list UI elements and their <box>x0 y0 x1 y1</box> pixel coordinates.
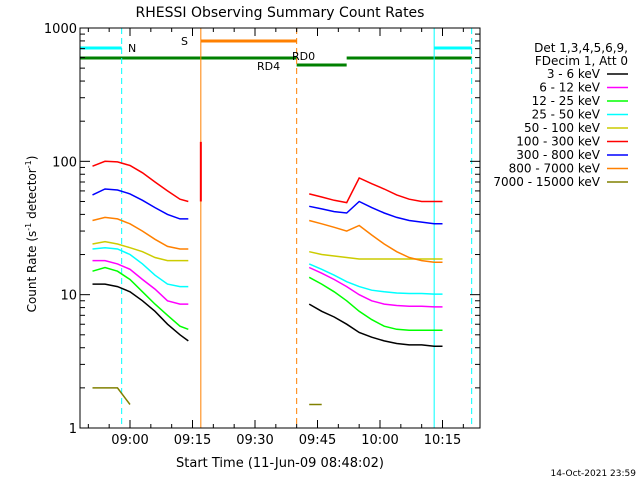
series-line <box>92 188 189 220</box>
series-line <box>92 240 189 262</box>
y-label-sup1: -1 <box>24 223 33 231</box>
y-tick-label: 10 <box>60 289 77 304</box>
annotation-saa: S <box>181 35 188 48</box>
legend-label: 3 - 6 keV <box>547 67 601 81</box>
series-line <box>92 216 189 250</box>
series-line <box>308 266 443 308</box>
series-line <box>92 387 131 405</box>
x-tick-label: 10:15 <box>424 433 461 448</box>
series-line <box>92 283 189 342</box>
legend-label: 6 - 12 keV <box>539 81 601 95</box>
series-line <box>309 177 443 204</box>
y-label-mid: detector <box>25 168 39 223</box>
interval-bars <box>80 39 472 67</box>
x-axis-label: Start Time (11-Jun-09 08:48:02) <box>176 456 384 471</box>
plot-frame <box>79 27 481 429</box>
legend-label: 25 - 50 keV <box>532 108 601 122</box>
series-line <box>308 276 443 332</box>
x-tick-label: 09:15 <box>174 433 211 448</box>
y-axis-label: Count Rate (s-1 detector-1) <box>24 156 39 313</box>
series-line <box>309 219 443 264</box>
series-line <box>309 250 443 260</box>
tick-labels: 09:00 09:15 09:30 09:45 10:00 10:15 1 10 100 1000 <box>44 22 461 448</box>
y-tick-label: 1 <box>69 422 77 437</box>
x-tick-label: 09:30 <box>236 433 273 448</box>
y-label-sup2: -1 <box>24 160 33 168</box>
y-tick-label: 100 <box>52 155 77 170</box>
legend-label: 100 - 300 keV <box>516 135 600 149</box>
legend-label: 300 - 800 keV <box>516 148 600 162</box>
footer-date: 14-Oct-2021 23:59 <box>551 469 637 479</box>
series-line <box>308 263 443 295</box>
y-label-end: ) <box>25 156 39 161</box>
x-tick-label: 10:00 <box>361 433 398 448</box>
series-line <box>308 303 443 348</box>
x-tick-label: 09:45 <box>299 433 336 448</box>
legend-header-1: Det 1,3,4,5,6,9, <box>534 41 628 55</box>
y-label-main: Count Rate (s <box>25 231 39 313</box>
chart-title: RHESSI Observing Summary Count Rates <box>136 5 425 21</box>
legend-label: 7000 - 15000 keV <box>493 175 600 189</box>
annotation-night: N <box>128 42 136 55</box>
vertical-markers <box>121 28 473 428</box>
annotation-rd0: RD0 <box>292 50 315 63</box>
series-line <box>309 200 443 225</box>
annotation-rd4: RD4 <box>257 60 280 73</box>
series-line <box>92 246 189 288</box>
legend-label: 12 - 25 keV <box>532 94 601 108</box>
svg-text:Count Rate (s-1 detector-1): Count Rate (s-1 detector-1) <box>24 156 39 313</box>
legend-label: 50 - 100 keV <box>524 121 601 135</box>
legend: Det 1,3,4,5,6,9, FDecim 1, Att 0 3 - 6 k… <box>493 41 628 189</box>
axis-ticks <box>80 27 480 429</box>
y-tick-label: 1000 <box>44 22 77 37</box>
series-line <box>92 266 189 331</box>
x-tick-label: 09:00 <box>111 433 148 448</box>
series-line <box>92 160 189 203</box>
series-group <box>92 141 443 406</box>
legend-header-2: FDecim 1, Att 0 <box>535 54 628 68</box>
legend-label: 800 - 7000 keV <box>509 162 601 176</box>
series-line <box>92 259 189 305</box>
